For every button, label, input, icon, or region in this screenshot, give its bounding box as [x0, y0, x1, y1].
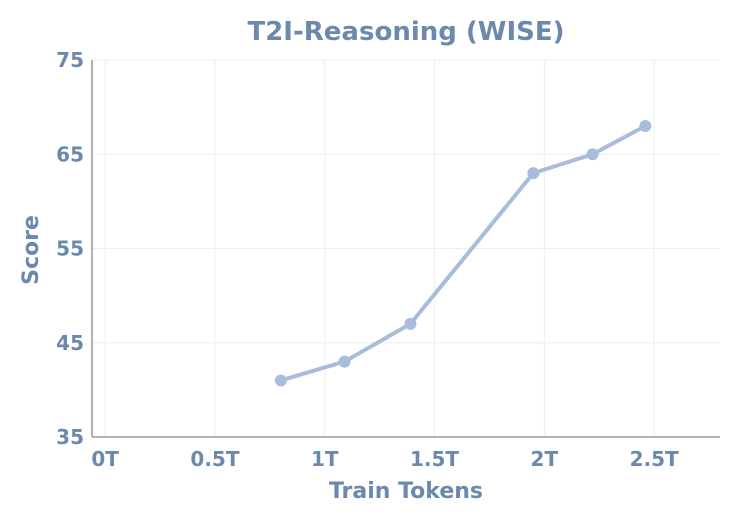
data-point [586, 148, 599, 161]
data-point [338, 355, 351, 368]
data-point [527, 167, 540, 180]
chart-title: T2I-Reasoning (WISE) [247, 17, 564, 47]
x-tick-label: 2T [531, 447, 559, 471]
series [274, 119, 652, 387]
y-tick-label: 65 [56, 142, 84, 166]
x-tick-labels: 0T 0.5T 1T 1.5T 2T 2.5T [91, 447, 679, 471]
x-tick-label: 0T [91, 447, 119, 471]
data-point [639, 119, 652, 132]
y-tick-label: 75 [56, 48, 84, 72]
axes [91, 60, 720, 438]
x-tick-label: 2.5T [630, 447, 679, 471]
series-line [278, 123, 648, 383]
data-point [274, 374, 287, 387]
y-tick-label: 45 [56, 331, 84, 355]
x-axis-label: Train Tokens [329, 479, 483, 504]
y-tick-label: 55 [56, 237, 84, 261]
x-tick-label: 0.5T [190, 447, 239, 471]
grid [92, 59, 720, 438]
x-tick-label: 1.5T [410, 447, 459, 471]
y-tick-label: 35 [56, 425, 84, 449]
y-axis-label: Score [19, 215, 44, 285]
data-point [404, 317, 417, 330]
y-tick-labels: 35 45 55 65 75 [56, 48, 84, 449]
x-tick-label: 1T [311, 447, 339, 471]
